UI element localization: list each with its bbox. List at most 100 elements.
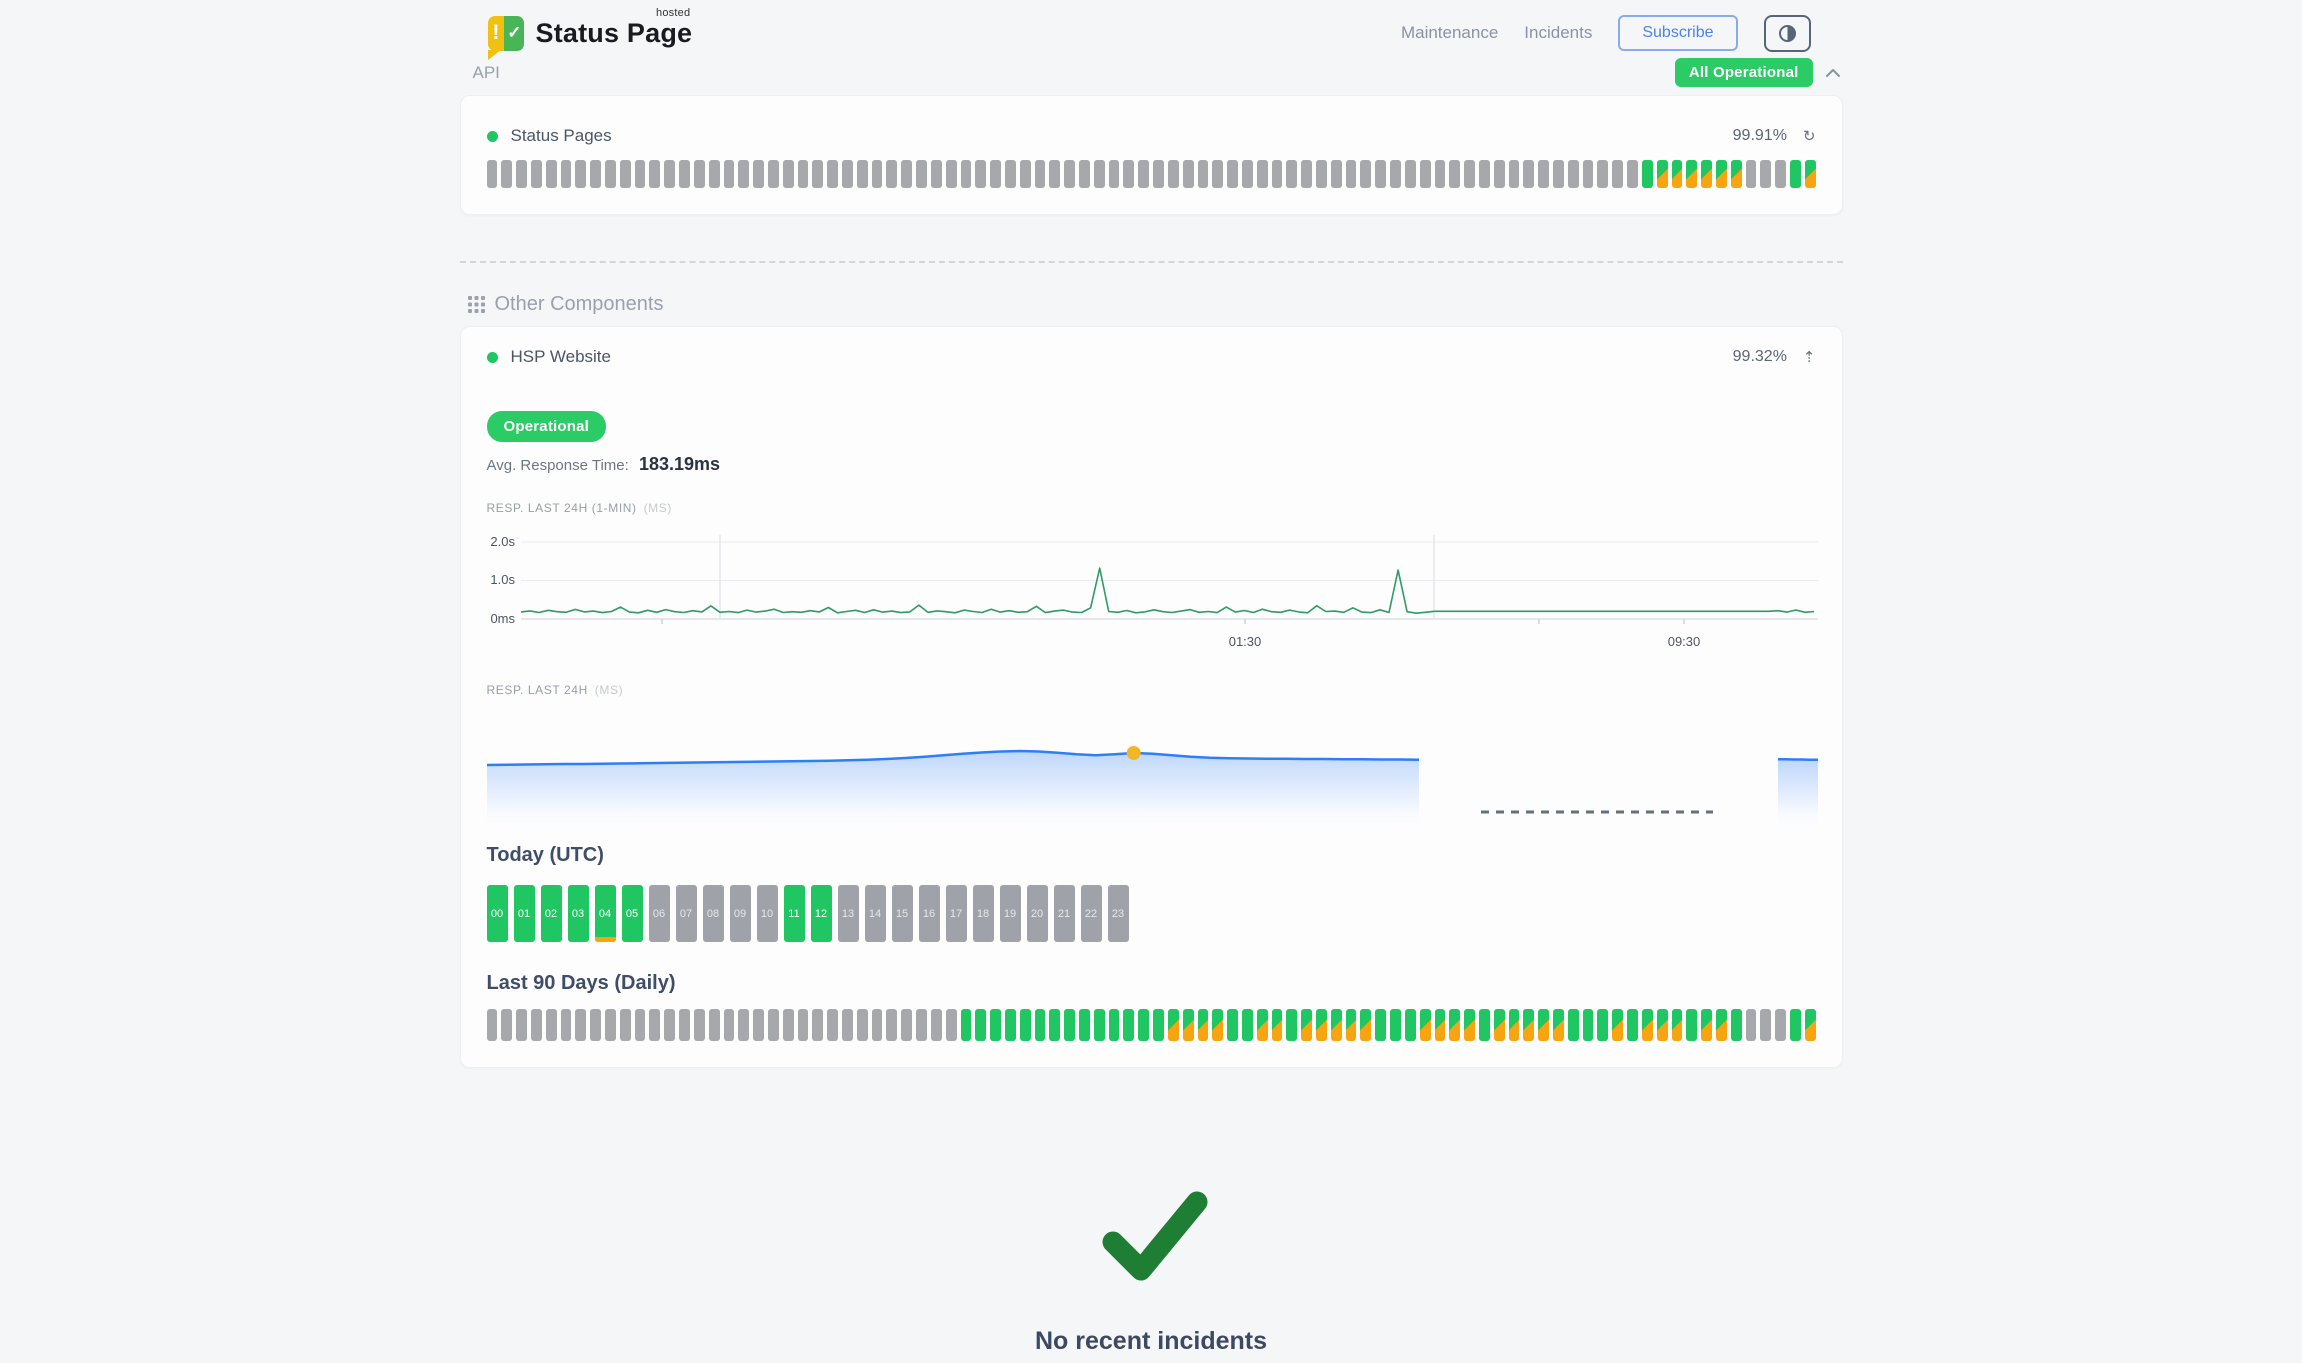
uptime-bar-none[interactable] [1345, 160, 1357, 188]
uptime-bar-up[interactable] [1790, 1009, 1801, 1041]
uptime-bar-none[interactable] [782, 1009, 794, 1041]
uptime-bar-none[interactable] [842, 160, 853, 188]
uptime-bar-up[interactable] [1478, 1009, 1490, 1041]
uptime-bar-none[interactable] [827, 160, 838, 188]
uptime-bar-none[interactable] [575, 160, 587, 188]
uptime-bar-split[interactable] [1419, 1009, 1431, 1041]
uptime-bar-split[interactable] [1671, 1009, 1683, 1041]
uptime-bar-split[interactable] [1271, 1009, 1283, 1041]
uptime-bar-none[interactable] [649, 160, 661, 188]
hour-block-16[interactable]: 16 [918, 885, 940, 942]
uptime-bar-none[interactable] [930, 1009, 942, 1041]
nav-incidents[interactable]: Incidents [1524, 23, 1593, 42]
uptime-bar-none[interactable] [1390, 160, 1401, 188]
uptime-bar-none[interactable] [1004, 160, 1016, 188]
hour-block-14[interactable]: 14 [864, 885, 886, 942]
uptime-bar-none[interactable] [916, 160, 927, 188]
uptime-bar-none[interactable] [664, 1009, 676, 1041]
uptime-bar-none[interactable] [738, 160, 750, 188]
hour-block-05[interactable]: 05 [621, 885, 643, 942]
uptime-bar-none[interactable] [590, 160, 601, 188]
uptime-bar-none[interactable] [1508, 160, 1520, 188]
uptime-bar-none[interactable] [1241, 160, 1253, 188]
uptime-bar-none[interactable] [753, 160, 764, 188]
uptime-bar-up[interactable] [1404, 1009, 1416, 1041]
uptime-bar-up[interactable] [1582, 1009, 1594, 1041]
uptime-bar-up[interactable] [1286, 1009, 1298, 1041]
refresh-icon[interactable]: ↻ [1802, 128, 1816, 145]
uptime-bar-none[interactable] [1627, 160, 1638, 188]
hour-block-17[interactable]: 17 [945, 885, 967, 942]
uptime-bar-split[interactable] [1197, 1009, 1209, 1041]
uptime-bar-split[interactable] [1182, 1009, 1194, 1041]
uptime-bar-up[interactable] [1049, 1009, 1061, 1041]
uptime-bar-none[interactable] [605, 1009, 616, 1041]
uptime-bar-split[interactable] [1330, 1009, 1342, 1041]
uptime-bar-none[interactable] [1434, 160, 1446, 188]
uptime-bar-none[interactable] [1182, 160, 1194, 188]
uptime-bar-none[interactable] [916, 1009, 927, 1041]
uptime-bar-none[interactable] [1449, 160, 1461, 188]
nav-maintenance[interactable]: Maintenance [1400, 23, 1499, 42]
uptime-bar-none[interactable] [827, 1009, 838, 1041]
hour-block-09[interactable]: 09 [729, 885, 751, 942]
uptime-bar-none[interactable] [693, 1009, 705, 1041]
uptime-bar-none[interactable] [782, 160, 794, 188]
uptime-bar-none[interactable] [545, 1009, 557, 1041]
hour-block-01[interactable]: 01 [513, 885, 535, 942]
hour-block-20[interactable]: 20 [1026, 885, 1048, 942]
uptime-bar-none[interactable] [767, 1009, 779, 1041]
uptime-bar-none[interactable] [842, 1009, 853, 1041]
uptime-bar-none[interactable] [1330, 160, 1342, 188]
uptime-bar-none[interactable] [664, 160, 676, 188]
uptime-bar-none[interactable] [1034, 160, 1046, 188]
hour-block-07[interactable]: 07 [675, 885, 697, 942]
highlight-dot[interactable] [1126, 746, 1141, 760]
uptime-bar-split[interactable] [1730, 160, 1742, 188]
theme-toggle-button[interactable] [1763, 14, 1811, 52]
uptime-bar-none[interactable] [1167, 160, 1179, 188]
statuspage-logo[interactable]: ! ✓ Status Page hosted [487, 7, 693, 60]
uptime-bar-none[interactable] [1775, 1009, 1786, 1041]
uptime-bar-up[interactable] [1686, 1009, 1698, 1041]
uptime-bar-none[interactable] [1538, 160, 1549, 188]
uptime-bar-none[interactable] [1108, 160, 1120, 188]
uptime-bar-none[interactable] [530, 1009, 542, 1041]
uptime-bar-split[interactable] [1715, 160, 1727, 188]
uptime-bar-up[interactable] [1241, 1009, 1253, 1041]
uptime-bar-none[interactable] [1567, 160, 1579, 188]
uptime-bar-none[interactable] [930, 160, 942, 188]
uptime-bar-none[interactable] [575, 1009, 587, 1041]
uptime-bar-none[interactable] [708, 160, 720, 188]
uptime-bar-up[interactable] [1064, 1009, 1075, 1041]
hour-block-19[interactable]: 19 [999, 885, 1021, 942]
uptime-bar-none[interactable] [530, 160, 542, 188]
uptime-bar-none[interactable] [516, 160, 527, 188]
uptime-bar-none[interactable] [1301, 160, 1312, 188]
uptime-bar-none[interactable] [767, 160, 779, 188]
uptime-bar-none[interactable] [501, 1009, 513, 1041]
uptime-bar-none[interactable] [797, 160, 809, 188]
hour-block-08[interactable]: 08 [702, 885, 724, 942]
uptime-bar-none[interactable] [1256, 160, 1268, 188]
uptime-bar-none[interactable] [605, 160, 616, 188]
uptime-bar-up[interactable] [1375, 1009, 1387, 1041]
hour-block-00[interactable]: 00 [486, 885, 508, 942]
uptime-bar-none[interactable] [516, 1009, 527, 1041]
uptime-bar-up[interactable] [1227, 1009, 1238, 1041]
uptime-bar-none[interactable] [901, 160, 913, 188]
uptime-bar-up[interactable] [1108, 1009, 1120, 1041]
uptime-bar-none[interactable] [1271, 160, 1283, 188]
uptime-bar-none[interactable] [797, 1009, 809, 1041]
uptime-bar-split[interactable] [1715, 1009, 1727, 1041]
hour-block-13[interactable]: 13 [837, 885, 859, 942]
hour-block-06[interactable]: 06 [648, 885, 670, 942]
uptime-bar-none[interactable] [1212, 160, 1224, 188]
uptime-bar-up[interactable] [975, 1009, 987, 1041]
uptime-bar-split[interactable] [1523, 1009, 1535, 1041]
uptime-bar-up[interactable] [1034, 1009, 1046, 1041]
uptime-bar-up[interactable] [990, 1009, 1001, 1041]
uptime-bar-up[interactable] [1627, 1009, 1638, 1041]
uptime-bar-none[interactable] [945, 1009, 957, 1041]
hour-block-10[interactable]: 10 [756, 885, 778, 942]
